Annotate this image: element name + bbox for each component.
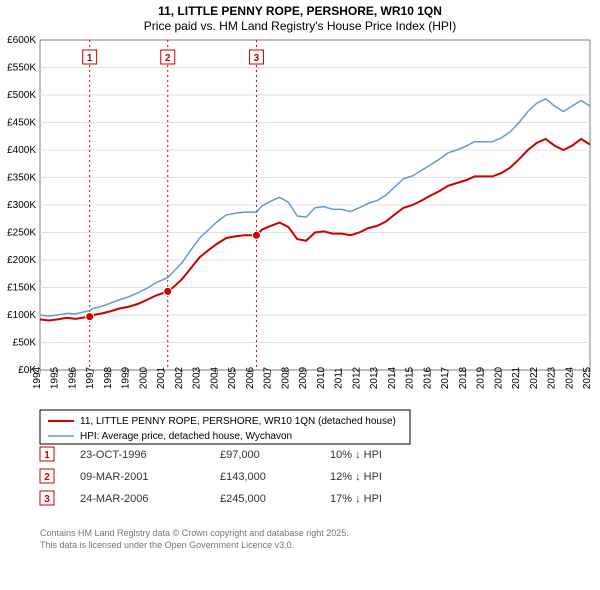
x-tick-label: 1995 — [50, 366, 61, 389]
legend-label: HPI: Average price, detached house, Wych… — [80, 431, 292, 442]
x-tick-label: 1994 — [32, 366, 43, 389]
legend: 11, LITTLE PENNY ROPE, PERSHORE, WR10 1Q… — [40, 410, 410, 444]
table-marker-label: 1 — [44, 450, 50, 461]
x-tick-label: 2011 — [334, 367, 345, 389]
footer: Contains HM Land Registry data © Crown c… — [40, 528, 349, 550]
x-tick-label: 2020 — [493, 366, 504, 389]
x-tick-label: 2010 — [316, 366, 327, 389]
x-tick-label: 2022 — [529, 366, 540, 389]
x-tick-label: 2000 — [138, 366, 149, 389]
x-tick-label: 2014 — [387, 366, 398, 389]
sale-marker-label: 1 — [87, 53, 93, 64]
x-tick-label: 2017 — [440, 366, 451, 389]
sales-table: 1 23-OCT-1996 £97,000 10% ↓ HPI 2 09-MAR-2001… — [40, 447, 382, 505]
y-tick-label: £550K — [7, 63, 36, 74]
y-tick-label: £450K — [7, 118, 36, 129]
x-tick-label: 2025 — [582, 366, 593, 389]
x-tick-label: 2012 — [351, 366, 362, 389]
plot-area: £0K£50K£100K£150K£200K£250K£300K£350K£40… — [7, 35, 593, 389]
x-tick-label: 1996 — [67, 366, 78, 389]
x-tick-label: 2002 — [174, 366, 185, 389]
x-tick-label: 2006 — [245, 366, 256, 389]
table-delta: 12% ↓ HPI — [330, 471, 382, 483]
x-tick-label: 2015 — [405, 366, 416, 389]
footer-line2: This data is licensed under the Open Gov… — [40, 540, 294, 550]
y-tick-label: £350K — [7, 173, 36, 184]
chart-title-line2: Price paid vs. HM Land Registry's House … — [144, 19, 456, 33]
table-delta: 17% ↓ HPI — [330, 493, 382, 505]
y-tick-label: £300K — [7, 200, 36, 211]
footer-line1: Contains HM Land Registry data © Crown c… — [40, 528, 349, 538]
sale-point-marker — [86, 313, 94, 321]
x-tick-label: 2024 — [564, 366, 575, 389]
x-tick-label: 2016 — [422, 366, 433, 389]
table-date: 24-MAR-2006 — [80, 493, 148, 505]
table-marker-label: 3 — [44, 494, 50, 505]
x-tick-label: 2007 — [263, 366, 274, 389]
x-tick-label: 1997 — [85, 366, 96, 389]
table-delta: 10% ↓ HPI — [330, 449, 382, 461]
x-tick-label: 2004 — [209, 366, 220, 389]
table-price: £143,000 — [220, 471, 266, 483]
table-price: £245,000 — [220, 493, 266, 505]
sale-point-marker — [164, 287, 172, 295]
x-tick-label: 2023 — [547, 366, 558, 389]
x-tick-label: 2003 — [192, 366, 203, 389]
y-tick-label: £100K — [7, 310, 36, 321]
y-tick-label: £50K — [13, 338, 37, 349]
y-tick-label: £250K — [7, 228, 36, 239]
x-tick-label: 2009 — [298, 366, 309, 389]
table-date: 23-OCT-1996 — [80, 449, 147, 461]
y-tick-label: £150K — [7, 283, 36, 294]
chart-container: 11, LITTLE PENNY ROPE, PERSHORE, WR10 1Q… — [0, 0, 600, 590]
table-date: 09-MAR-2001 — [80, 471, 148, 483]
sale-marker-label: 3 — [254, 53, 260, 64]
x-tick-label: 2013 — [369, 366, 380, 389]
x-tick-label: 1998 — [103, 366, 114, 389]
y-tick-label: £600K — [7, 35, 36, 46]
sale-point-marker — [252, 231, 260, 239]
x-tick-label: 2021 — [511, 366, 522, 389]
x-tick-label: 2018 — [458, 366, 469, 389]
x-tick-label: 1999 — [121, 366, 132, 389]
table-marker-label: 2 — [44, 472, 50, 483]
x-tick-label: 2008 — [280, 366, 291, 389]
x-tick-label: 2001 — [156, 366, 167, 389]
chart-title-line1: 11, LITTLE PENNY ROPE, PERSHORE, WR10 1Q… — [158, 4, 442, 18]
x-tick-label: 2019 — [476, 366, 487, 389]
sale-marker-label: 2 — [165, 53, 171, 64]
y-tick-label: £200K — [7, 255, 36, 266]
y-tick-label: £500K — [7, 90, 36, 101]
y-tick-label: £400K — [7, 145, 36, 156]
legend-label: 11, LITTLE PENNY ROPE, PERSHORE, WR10 1Q… — [80, 416, 396, 427]
table-price: £97,000 — [220, 449, 260, 461]
x-tick-label: 2005 — [227, 366, 238, 389]
